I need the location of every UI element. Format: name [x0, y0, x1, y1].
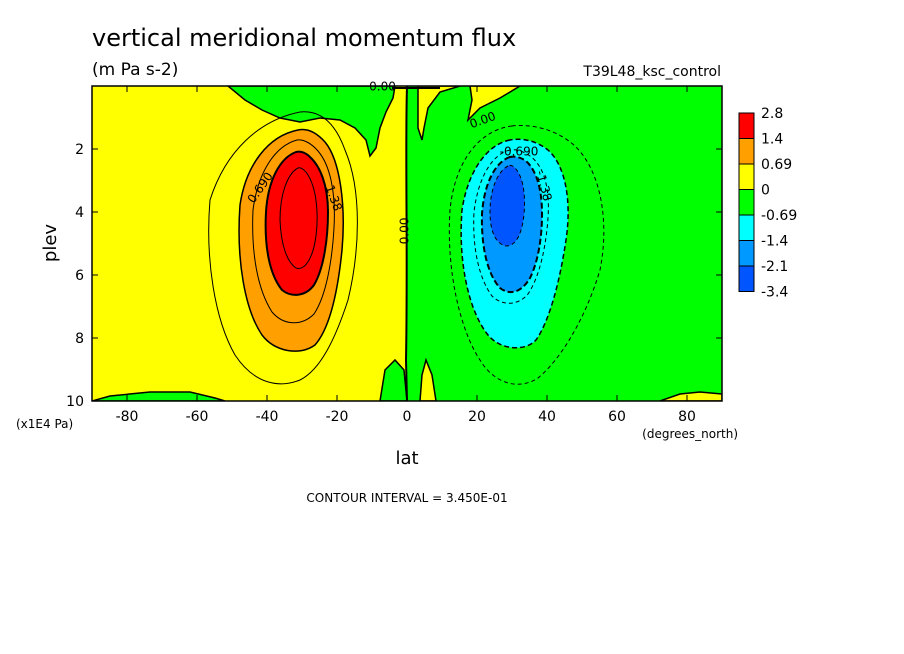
y-tick-label: 4 — [75, 205, 84, 221]
colorbar-label: -0.69 — [761, 208, 797, 224]
colorbar: 2.8 1.4 0.69 0 -0.69 -1.4 -2.1 -3.4 — [738, 106, 797, 301]
contour-pos-1035 — [252, 139, 335, 324]
fill-upper-right-yellow — [417, 86, 461, 141]
fill-lower-right-yellow — [419, 357, 437, 401]
colorbar-swatch — [738, 138, 755, 165]
contour-label: 0.00 — [369, 80, 396, 94]
x-tick-label: 20 — [468, 409, 486, 425]
experiment-label: T39L48_ksc_control — [582, 64, 721, 80]
contour-zero-equator — [404, 86, 408, 401]
colorbar-label: 0.69 — [761, 157, 792, 173]
contour-interval-text: CONTOUR INTERVAL = 3.450E-01 — [306, 491, 507, 505]
x-tick-label: -40 — [256, 409, 279, 425]
colorbar-swatch — [738, 214, 755, 241]
fill-upper-left-green — [226, 86, 396, 158]
x-tick-label: -20 — [326, 409, 349, 425]
y-tick-label: 2 — [75, 142, 84, 158]
contour-label: 0.00 — [398, 218, 412, 245]
x-tick-label: -60 — [186, 409, 209, 425]
y-tick-label: 6 — [75, 268, 84, 284]
x-axis-label: lat — [395, 448, 418, 469]
fill-upper-right-yellow2 — [466, 86, 522, 123]
chart-title: vertical meridional momentum flux — [92, 24, 516, 52]
fill-neg-207 — [489, 164, 525, 247]
colorbar-label: -2.1 — [761, 259, 788, 275]
colorbar-swatch — [738, 265, 755, 292]
y-axis: 2 4 6 8 10 — [66, 142, 722, 410]
y-axis-label: plev — [40, 224, 61, 263]
x-tick-label: 40 — [538, 409, 556, 425]
x-tick-label: -80 — [116, 409, 139, 425]
colorbar-label: -3.4 — [761, 285, 788, 301]
y-axis-units: (x1E4 Pa) — [16, 417, 73, 431]
fill-pos-138 — [264, 150, 330, 296]
chart-units: (m Pa s-2) — [92, 60, 178, 80]
x-tick-label: 60 — [608, 409, 626, 425]
contour-neg-0345 — [448, 125, 605, 385]
contour-pos-inner — [279, 167, 318, 269]
fill-lower-right-yellow2 — [659, 391, 722, 401]
colorbar-swatch — [738, 189, 755, 216]
x-axis: -80 -60 -40 -20 0 20 40 60 80 — [116, 86, 696, 425]
x-tick-label: 80 — [678, 409, 696, 425]
x-axis-units: (degrees_north) — [642, 427, 738, 441]
colorbar-swatch — [738, 240, 755, 267]
contour-pos-0345 — [208, 111, 358, 385]
colorbar-label: -1.4 — [761, 234, 788, 250]
y-tick-label: 8 — [75, 331, 84, 347]
fill-lower-mid-green — [379, 358, 408, 401]
colorbar-swatch — [738, 112, 755, 139]
contour-neg-1035 — [473, 149, 549, 304]
colorbar-swatch — [738, 163, 755, 190]
colorbar-label: 2.8 — [761, 106, 783, 122]
plot-area — [92, 86, 722, 401]
colorbar-label: 0 — [761, 183, 770, 199]
x-tick-label: 0 — [403, 409, 412, 425]
contour-label: -0.690 — [500, 144, 539, 158]
y-tick-label: 10 — [66, 394, 84, 410]
colorbar-label: 1.4 — [761, 132, 783, 148]
fill-lower-left-green — [92, 391, 226, 401]
